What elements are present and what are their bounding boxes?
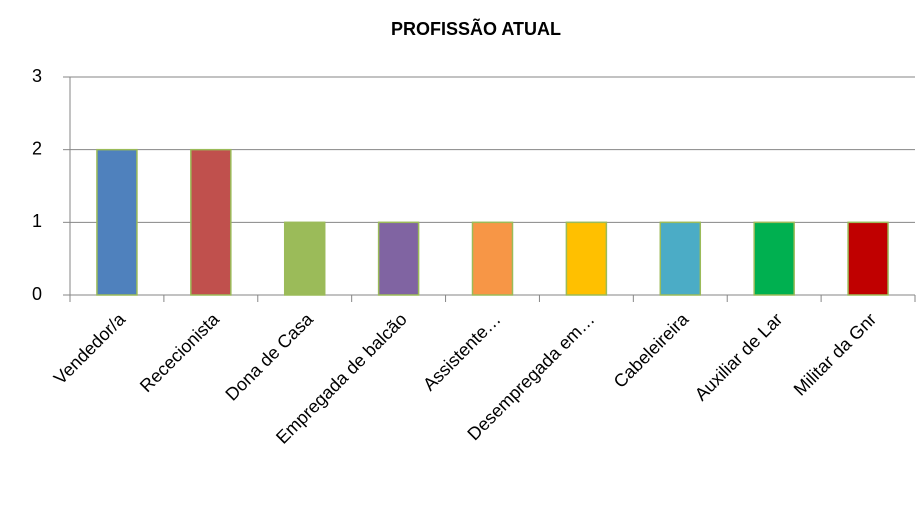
x-tick-label: Rececionista xyxy=(136,308,224,396)
bar xyxy=(847,221,889,296)
x-tick-label: Dona de Casa xyxy=(221,308,317,404)
x-tick-label: Assistente… xyxy=(419,309,505,395)
bar xyxy=(283,221,326,296)
bar xyxy=(96,148,138,296)
y-tick-label: 3 xyxy=(32,66,42,86)
bar xyxy=(565,221,608,296)
chart-title: PROFISSÃO ATUAL xyxy=(391,18,561,39)
y-tick-label: 2 xyxy=(32,138,42,158)
bar xyxy=(659,221,702,296)
y-tick-label: 1 xyxy=(32,211,42,231)
x-tick-label: Vendedor/a xyxy=(50,308,130,388)
bar xyxy=(377,221,420,296)
bar xyxy=(471,221,514,296)
x-tick-label: Cabeleireira xyxy=(610,308,693,391)
x-tick-label: Militar da Gnr xyxy=(790,309,881,400)
bar xyxy=(190,148,232,296)
y-tick-label: 0 xyxy=(32,284,42,304)
x-tick-label: Auxiliar de Lar xyxy=(691,309,787,405)
bar xyxy=(753,221,795,296)
